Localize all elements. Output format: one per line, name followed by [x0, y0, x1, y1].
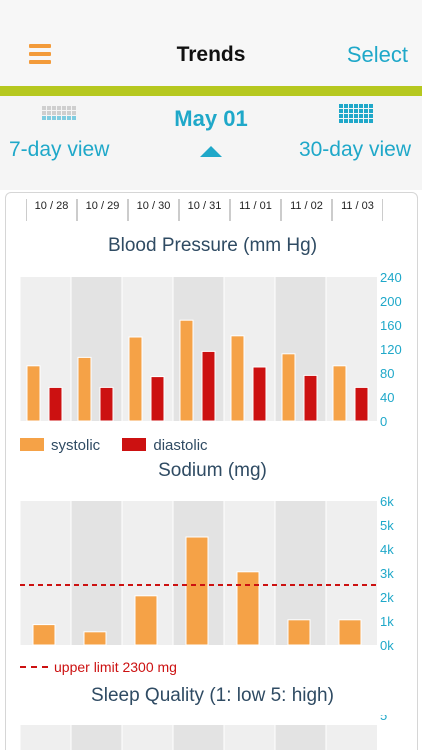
diastolic-bar — [303, 374, 318, 422]
y-tick-label: 5 — [380, 715, 387, 723]
y-tick-label: 5k — [380, 518, 394, 533]
systolic-bar — [77, 356, 92, 422]
diastolic-bar — [99, 386, 114, 422]
accent-bar — [0, 86, 422, 96]
y-tick-label: 3k — [380, 566, 394, 581]
day-label: 11 / 02 — [281, 199, 332, 221]
day-column — [20, 725, 71, 750]
systolic-bar — [179, 319, 194, 422]
current-date[interactable]: May 01 — [174, 106, 248, 131]
bp-legend: systolic diastolic — [20, 437, 208, 454]
nav-bar: Trends Select — [0, 0, 422, 86]
y-tick-label: 0k — [380, 638, 394, 653]
sodium-chart-title: Sodium (mg) — [158, 460, 267, 481]
sleep-quality-chart: 5 — [19, 715, 387, 750]
y-tick-label: 6k — [380, 495, 394, 509]
systolic-bar — [332, 365, 347, 422]
date-navigator: May 01 7-day view 30-day view — [0, 96, 422, 190]
y-tick-label: 240 — [380, 271, 402, 285]
thirty-day-view-button[interactable]: 30-day view — [298, 138, 411, 161]
sodium-legend: upper limit 2300 mg — [20, 659, 177, 675]
y-tick-label: 120 — [380, 342, 402, 357]
day-column — [275, 725, 326, 750]
menu-icon[interactable] — [29, 44, 51, 64]
y-tick-label: 80 — [380, 366, 394, 381]
systolic-legend-label: systolic — [51, 437, 101, 454]
caret-up-icon[interactable] — [200, 146, 222, 157]
blood-pressure-chart: 0 40 80 120 160 200 240 — [19, 271, 402, 429]
sodium-bar — [287, 619, 311, 646]
day-column — [173, 725, 224, 750]
diastolic-legend-item: diastolic — [122, 437, 208, 454]
day-label: 11 / 01 — [230, 199, 281, 221]
y-tick-label: 160 — [380, 318, 402, 333]
day-column — [71, 501, 122, 645]
diastolic-bar — [252, 366, 267, 422]
day-label: 11 / 03 — [332, 199, 383, 221]
trends-card[interactable]: 10 / 28 10 / 29 10 / 30 10 / 31 11 / 01 … — [5, 192, 418, 750]
day-label: 10 / 30 — [128, 199, 179, 221]
diastolic-bar — [354, 386, 369, 422]
systolic-bar — [230, 335, 245, 422]
y-tick-label: 1k — [380, 614, 394, 629]
sodium-bar — [236, 571, 260, 646]
day-label: 10 / 29 — [77, 199, 128, 221]
day-column — [122, 725, 173, 750]
day-column — [20, 501, 71, 645]
y-tick-label: 40 — [380, 390, 394, 405]
day-column — [224, 725, 275, 750]
sodium-bar — [338, 619, 362, 646]
sleep-chart-title: Sleep Quality (1: low 5: high) — [91, 685, 334, 706]
select-button[interactable]: Select — [346, 42, 408, 67]
y-tick-label: 0 — [380, 414, 387, 429]
day-column — [326, 725, 377, 750]
diastolic-bar — [150, 376, 165, 422]
diastolic-bar — [48, 386, 63, 422]
day-column — [71, 725, 122, 750]
diastolic-legend-label: diastolic — [153, 437, 208, 454]
day-header-row: 10 / 28 10 / 29 10 / 30 10 / 31 11 / 01 … — [26, 199, 383, 221]
y-tick-label: 2k — [380, 590, 394, 605]
sodium-bar — [185, 536, 209, 646]
systolic-bar — [128, 336, 143, 422]
seven-day-view-button[interactable]: 7-day view — [9, 138, 110, 161]
sodium-bar — [134, 595, 158, 646]
thirty-day-calendar-icon[interactable] — [339, 104, 373, 123]
systolic-bar — [26, 365, 41, 422]
upper-limit-label: upper limit 2300 mg — [54, 659, 177, 675]
bp-chart-title: Blood Pressure (mm Hg) — [107, 235, 318, 256]
sodium-bar — [32, 624, 56, 646]
day-label: 10 / 28 — [26, 199, 77, 221]
systolic-bar — [281, 353, 296, 422]
page-title: Trends — [176, 43, 246, 66]
y-tick-label: 200 — [380, 294, 402, 309]
sodium-bar — [83, 631, 107, 646]
y-tick-label: 4k — [380, 542, 394, 557]
day-label: 10 / 31 — [179, 199, 230, 221]
seven-day-calendar-icon[interactable] — [42, 106, 76, 120]
sodium-chart: 0k 1k 2k 3k 4k 5k 6k — [19, 495, 394, 653]
diastolic-bar — [201, 350, 216, 422]
systolic-legend-item: systolic — [20, 437, 100, 454]
